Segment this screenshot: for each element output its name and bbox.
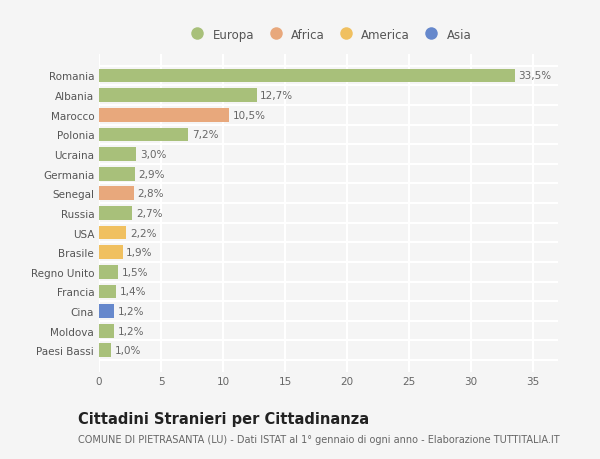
- Text: Cittadini Stranieri per Cittadinanza: Cittadini Stranieri per Cittadinanza: [78, 411, 369, 426]
- Text: 2,2%: 2,2%: [130, 228, 157, 238]
- Legend: Europa, Africa, America, Asia: Europa, Africa, America, Asia: [183, 26, 474, 44]
- Text: 1,4%: 1,4%: [120, 287, 146, 297]
- Bar: [99, 344, 112, 358]
- Text: COMUNE DI PIETRASANTA (LU) - Dati ISTAT al 1° gennaio di ogni anno - Elaborazion: COMUNE DI PIETRASANTA (LU) - Dati ISTAT …: [78, 434, 560, 444]
- Text: 1,0%: 1,0%: [115, 346, 142, 356]
- Bar: [99, 285, 116, 299]
- Text: 7,2%: 7,2%: [192, 130, 218, 140]
- Bar: [99, 128, 188, 142]
- Text: 2,7%: 2,7%: [136, 208, 163, 218]
- Text: 33,5%: 33,5%: [518, 71, 551, 81]
- Bar: [99, 324, 114, 338]
- Bar: [99, 148, 136, 162]
- Bar: [99, 304, 114, 318]
- Bar: [99, 246, 122, 259]
- Text: 1,5%: 1,5%: [121, 267, 148, 277]
- Bar: [99, 207, 133, 220]
- Text: 2,8%: 2,8%: [137, 189, 164, 199]
- Text: 12,7%: 12,7%: [260, 91, 293, 101]
- Bar: [99, 265, 118, 279]
- Text: 1,2%: 1,2%: [118, 306, 144, 316]
- Bar: [99, 187, 134, 201]
- Text: 1,9%: 1,9%: [126, 247, 153, 257]
- Bar: [99, 69, 515, 83]
- Text: 2,9%: 2,9%: [139, 169, 165, 179]
- Bar: [99, 89, 257, 103]
- Text: 3,0%: 3,0%: [140, 150, 166, 160]
- Text: 1,2%: 1,2%: [118, 326, 144, 336]
- Bar: [99, 168, 135, 181]
- Text: 10,5%: 10,5%: [233, 111, 266, 121]
- Bar: [99, 226, 126, 240]
- Bar: [99, 109, 229, 123]
